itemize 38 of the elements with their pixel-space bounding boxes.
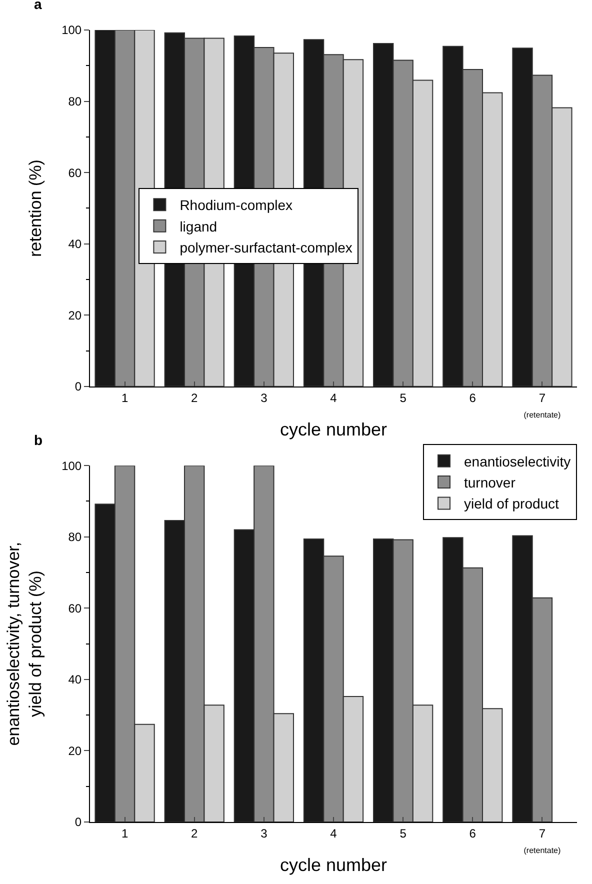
x-tick-label: 5 — [400, 826, 407, 840]
y-tick-label: 100 — [62, 458, 82, 473]
x-tick-label: 1 — [121, 826, 128, 840]
y-tick-label: 100 — [62, 23, 82, 38]
legend-label: Rhodium-complex — [180, 197, 293, 214]
y-tick-label: 80 — [68, 94, 82, 108]
x-axis-title: cycle number — [280, 420, 388, 440]
y-tick-label: 20 — [68, 744, 82, 758]
legend-label: polymer-surfactant-complex — [180, 239, 352, 256]
y-axis-title: retention (%) — [26, 160, 46, 257]
y-tick-label: 20 — [68, 308, 82, 322]
legend-label: enantioselectivity — [464, 453, 571, 470]
x-tick-label: 5 — [400, 390, 407, 405]
y-tick-label: 40 — [68, 672, 82, 687]
y-tick-label: 0 — [74, 380, 82, 394]
y-tick-label: 0 — [74, 815, 82, 830]
x-tick-label: 6 — [469, 826, 476, 840]
x-tick-label: 1 — [121, 390, 128, 405]
x-tick-label: 4 — [330, 390, 338, 405]
y-tick-label: 40 — [68, 237, 82, 252]
legend-label: ligand — [180, 218, 218, 234]
x-tick-label: 6 — [469, 390, 476, 405]
legend-label: yield of product — [464, 496, 560, 512]
x-axis-title: cycle number — [280, 855, 388, 876]
y-tick-label: 60 — [68, 166, 82, 180]
x-tick-label: 3 — [260, 826, 268, 840]
x-tick-label: 3 — [260, 390, 268, 405]
x-tick-label: 7 (retentate) — [524, 826, 561, 855]
legend-label: turnover — [464, 474, 516, 490]
y-tick-label: 60 — [68, 601, 82, 616]
y-axis-title: enantioselectivity, turnover, yield of product (%) — [4, 542, 46, 746]
x-tick-label: 2 — [191, 390, 198, 405]
chart-title: a — [34, 0, 42, 12]
y-tick-label: 80 — [68, 530, 82, 544]
x-tick-label: 7 (retentate) — [524, 390, 561, 420]
x-tick-label: 4 — [330, 826, 338, 840]
chart-title: b — [34, 432, 43, 448]
x-tick-label: 2 — [191, 826, 198, 840]
